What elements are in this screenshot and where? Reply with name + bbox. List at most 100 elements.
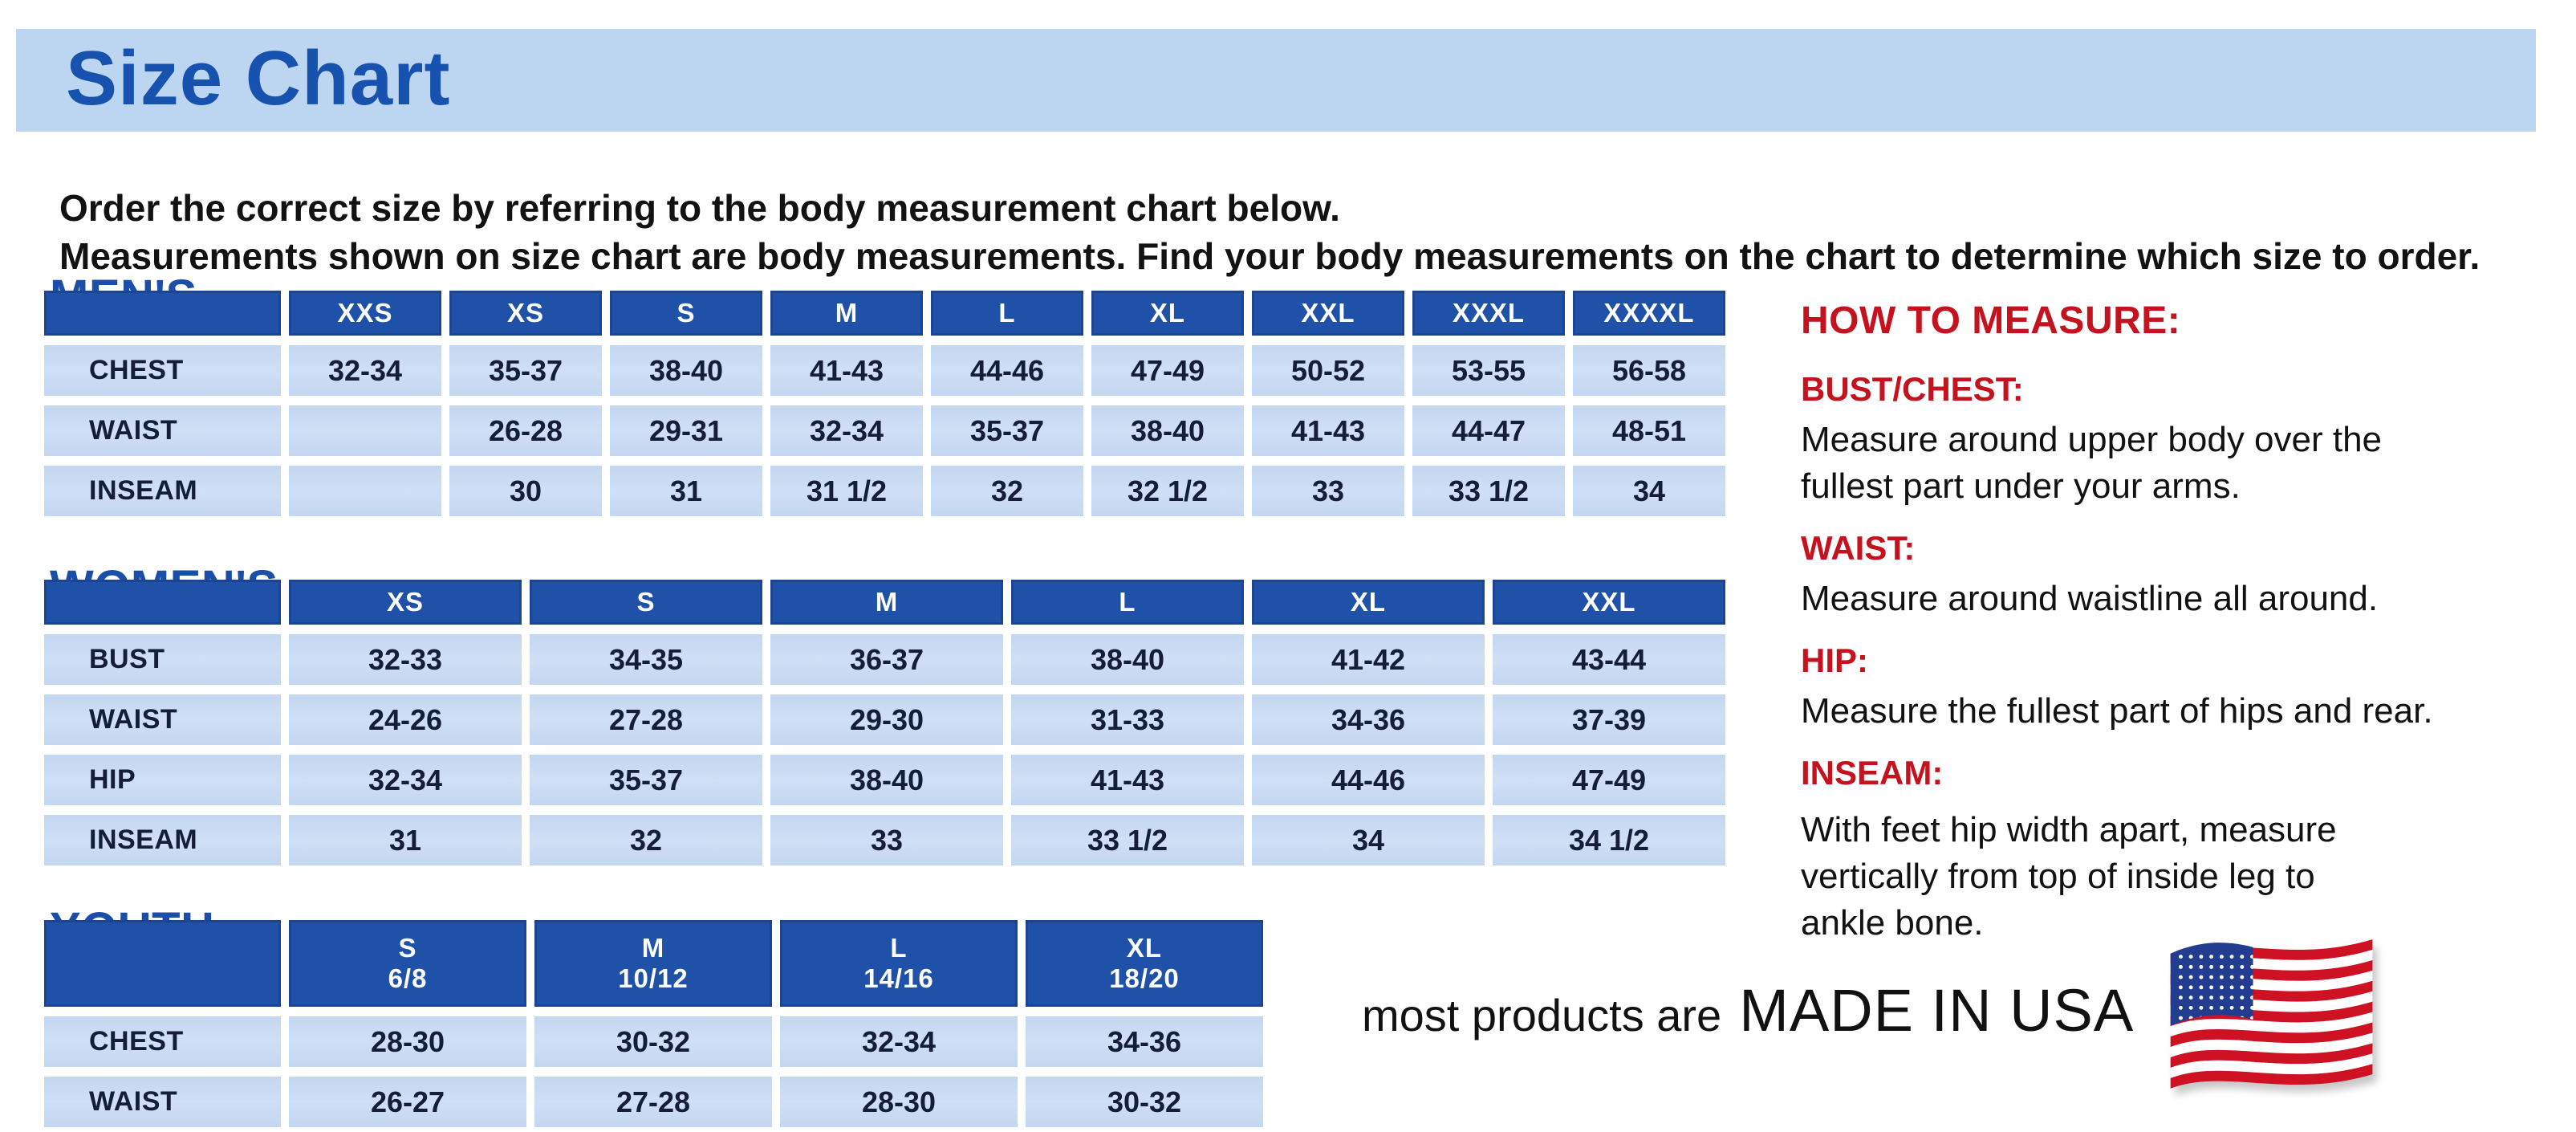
- flag-star: [2199, 955, 2204, 959]
- flag-star: [2229, 975, 2234, 979]
- flag-canton: [2170, 943, 2253, 1026]
- how-to-measure-panel: HOW TO MEASURE: BUST/CHEST: Measure aroun…: [1801, 299, 2555, 966]
- flag-star: [2188, 955, 2193, 959]
- flag-stripe: [2170, 991, 2373, 1016]
- flag-star: [2209, 985, 2214, 990]
- size-value-cell: 35-37: [931, 405, 1083, 456]
- size-value-cell: 30: [449, 466, 602, 516]
- flag-star: [2178, 975, 2183, 979]
- size-value-cell: 38-40: [1011, 634, 1244, 685]
- flag-star: [2250, 955, 2253, 959]
- flag-star: [2219, 1005, 2224, 1010]
- size-value-cell: 47-49: [1091, 345, 1244, 396]
- flag-star: [2250, 1005, 2253, 1010]
- made-in-usa-line: most products are MADE IN USA: [1362, 976, 2134, 1044]
- size-value-cell: 33: [1252, 466, 1404, 516]
- youth-size-table: S 6/8 M 10/12 L 14/16 XL 18/20 CHEST 28-30 30-32 32…: [44, 920, 1263, 1127]
- measure-section: BUST/CHEST: Measure around upper body ove…: [1801, 370, 2555, 510]
- flag-star: [2219, 996, 2224, 1000]
- flag-star: [2188, 985, 2193, 990]
- size-value-cell: 34: [1573, 466, 1725, 516]
- size-value-cell: [289, 405, 441, 456]
- flag-star: [2209, 1005, 2214, 1010]
- flag-star: [2188, 964, 2193, 969]
- size-value-cell: 33 1/2: [1011, 815, 1244, 865]
- size-value-cell: 37-39: [1493, 694, 1725, 745]
- page-title: Size Chart: [66, 35, 451, 121]
- size-value-cell: 41-43: [1252, 405, 1404, 456]
- size-column-header: S: [610, 291, 762, 336]
- size-value-cell: 43-44: [1493, 634, 1725, 685]
- flag-star: [2229, 964, 2234, 969]
- measure-section-label: WAIST:: [1801, 529, 1916, 567]
- flag-star: [2250, 1016, 2253, 1020]
- size-value-cell: 29-31: [610, 405, 762, 456]
- made-in-usa-prefix: most products are: [1362, 990, 1722, 1040]
- flag-star: [2219, 964, 2224, 969]
- size-value-cell: 26-28: [449, 405, 602, 456]
- us-flag-icon: [2170, 939, 2378, 1096]
- flag-star: [2199, 996, 2204, 1000]
- size-value-cell: 28-30: [289, 1016, 526, 1067]
- row-label-cell: WAIST: [44, 694, 281, 745]
- size-value-cell: 41-43: [1011, 755, 1244, 805]
- size-value-cell: 41-42: [1252, 634, 1485, 685]
- size-value-cell: 44-46: [1252, 755, 1485, 805]
- title-band: Size Chart: [16, 29, 2536, 132]
- flag-star: [2178, 1016, 2183, 1020]
- size-value-cell: 50-52: [1252, 345, 1404, 396]
- flag-star: [2250, 964, 2253, 969]
- flag-star: [2178, 964, 2183, 969]
- flag-star: [2240, 996, 2245, 1000]
- flag-star: [2219, 955, 2224, 959]
- size-value-cell: [289, 466, 441, 516]
- flag-stripe: [2170, 1064, 2373, 1089]
- size-value-cell: 30-32: [534, 1016, 772, 1067]
- size-value-cell: 53-55: [1412, 345, 1565, 396]
- size-value-cell: 27-28: [534, 1077, 772, 1127]
- size-value-cell: 33 1/2: [1412, 466, 1565, 516]
- size-column-header: XL 18/20: [1026, 920, 1263, 1007]
- flag-star: [2240, 975, 2245, 979]
- size-column-header: XXL: [1252, 291, 1404, 336]
- flag-star: [2219, 985, 2224, 990]
- flag-star: [2250, 975, 2253, 979]
- size-column-header: XXS: [289, 291, 441, 336]
- size-column-header: M 10/12: [534, 920, 772, 1007]
- size-column-header: L: [931, 291, 1083, 336]
- size-value-cell: 32-34: [770, 405, 923, 456]
- flag-stripe: [2170, 980, 2373, 1006]
- size-value-cell: 26-27: [289, 1077, 526, 1127]
- row-label-cell: INSEAM: [44, 815, 281, 865]
- flag-star: [2209, 964, 2214, 969]
- size-column-header: XXXL: [1412, 291, 1565, 336]
- flag-star: [2219, 975, 2224, 979]
- size-column-header: M: [770, 291, 923, 336]
- measure-section-label: BUST/CHEST:: [1801, 370, 2024, 408]
- size-column-header: XL: [1091, 291, 1244, 336]
- made-in-usa-text: MADE IN USA: [1739, 977, 2135, 1044]
- size-value-cell: 38-40: [770, 755, 1003, 805]
- size-value-cell: 41-43: [770, 345, 923, 396]
- size-value-cell: 31: [289, 815, 522, 865]
- flag-star: [2188, 996, 2193, 1000]
- size-column-header: XS: [449, 291, 602, 336]
- size-value-cell: 44-46: [931, 345, 1083, 396]
- flag-star: [2188, 975, 2193, 979]
- row-label-cell: BUST: [44, 634, 281, 685]
- corner-header-cell: [44, 920, 281, 1007]
- flag-stripe: [2170, 1043, 2373, 1068]
- flag-star: [2240, 1005, 2245, 1010]
- flag-stripe: [2170, 950, 2373, 975]
- flag-star: [2250, 996, 2253, 1000]
- flag-star: [2240, 985, 2245, 990]
- size-value-cell: 48-51: [1573, 405, 1725, 456]
- row-label-cell: HIP: [44, 755, 281, 805]
- size-value-cell: 35-37: [449, 345, 602, 396]
- size-value-cell: 32-34: [289, 755, 522, 805]
- flag-star: [2178, 985, 2183, 990]
- measure-section: INSEAM: With feet hip width apart, measur…: [1801, 754, 2555, 947]
- size-value-cell: 34-35: [530, 634, 762, 685]
- flag-star: [2229, 996, 2234, 1000]
- mens-size-table: XXS XS S M L XL XXL XXXL XXXXL CHEST 32-34 35-37 38-…: [44, 291, 1725, 516]
